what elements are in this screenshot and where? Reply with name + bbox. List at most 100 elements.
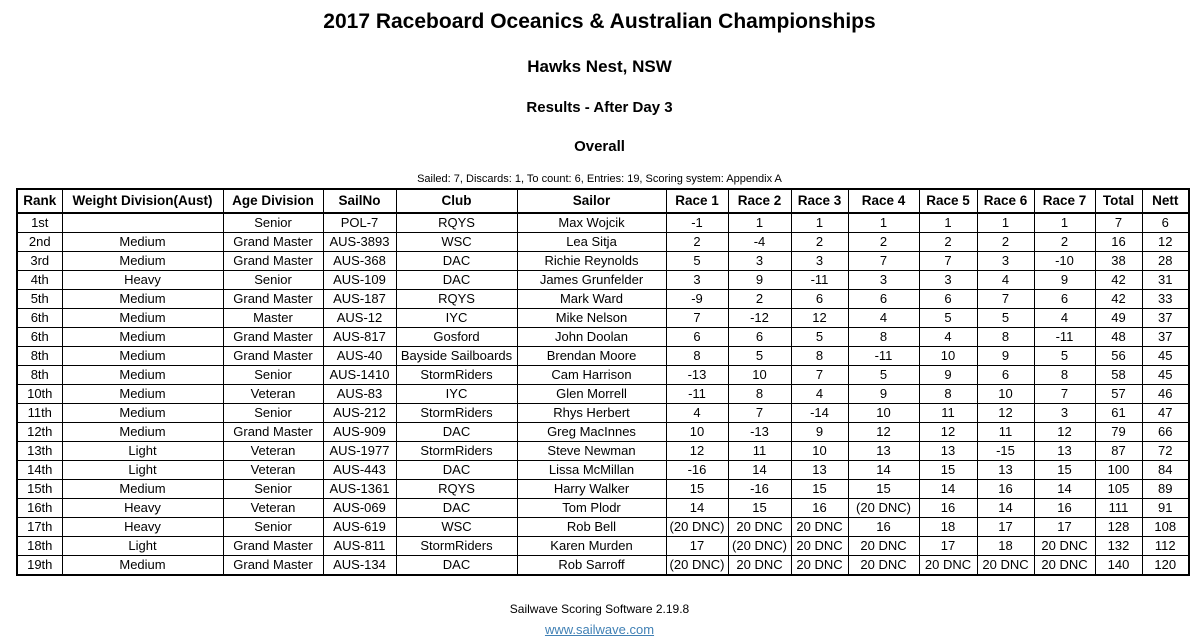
table-cell: 7: [1094, 212, 1143, 233]
sailwave-link[interactable]: www.sailwave.com: [544, 622, 655, 636]
table-cell: 6th: [16, 326, 63, 347]
table-cell: 120: [1141, 554, 1190, 576]
table-row: 6th Medium Master AUS-12 IYC Mike Nelson 7 -12 1…: [16, 307, 1190, 328]
table-cell: Grand Master: [222, 231, 324, 252]
table-cell: AUS-1410: [322, 364, 397, 385]
table-cell: 48: [1094, 326, 1143, 347]
table-cell: Medium: [61, 326, 224, 347]
table-cell: 14: [727, 459, 792, 480]
table-cell: 15: [918, 459, 978, 480]
table-cell: Greg MacInnes: [516, 421, 667, 442]
table-cell: 42: [1094, 269, 1143, 290]
table-cell: 4: [665, 402, 729, 423]
table-cell: 11th: [16, 402, 63, 423]
table-cell: 105: [1094, 478, 1143, 499]
table-cell: 17: [918, 535, 978, 556]
table-cell: 14: [976, 497, 1035, 518]
table-cell: Medium: [61, 345, 224, 366]
table-cell: 9: [790, 421, 849, 442]
table-cell: -9: [665, 288, 729, 309]
table-cell: 17: [976, 516, 1035, 537]
table-cell: 89: [1141, 478, 1190, 499]
table-cell: RQYS: [395, 288, 518, 309]
table-cell: 6: [918, 288, 978, 309]
table-cell: DAC: [395, 459, 518, 480]
table-cell: 15: [1033, 459, 1096, 480]
table-cell: 7: [790, 364, 849, 385]
column-header: Nett: [1141, 188, 1190, 214]
table-cell: (20 DNC): [847, 497, 920, 518]
page-footer: Sailwave Scoring Software 2.19.8 www.sai…: [0, 576, 1199, 636]
table-cell: 8th: [16, 345, 63, 366]
table-row: 19th Medium Grand Master AUS-134 DAC Rob Sarr…: [16, 554, 1190, 576]
table-cell: Medium: [61, 383, 224, 404]
table-cell: 8th: [16, 364, 63, 385]
table-cell: 5: [727, 345, 792, 366]
table-row: 5th Medium Grand Master AUS-187 RQYS Mark War…: [16, 288, 1190, 309]
table-cell: Medium: [61, 364, 224, 385]
event-location: Hawks Nest, NSW: [527, 57, 672, 77]
table-cell: James Grunfelder: [516, 269, 667, 290]
column-header: Total: [1094, 188, 1143, 214]
table-cell: Medium: [61, 231, 224, 252]
table-cell: 7: [727, 402, 792, 423]
table-cell: AUS-83: [322, 383, 397, 404]
table-cell: AUS-443: [322, 459, 397, 480]
table-row: 4th Heavy Senior AUS-109 DAC James Grunfelder…: [16, 269, 1190, 290]
table-header-row: Rank Weight Division(Aust) Age Division Sai…: [16, 188, 1190, 214]
table-cell: Senior: [222, 402, 324, 423]
table-cell: 20 DNC: [790, 554, 849, 576]
table-cell: Senior: [222, 478, 324, 499]
table-cell: 6: [727, 326, 792, 347]
table-cell: Heavy: [61, 497, 224, 518]
table-cell: 4: [918, 326, 978, 347]
table-cell: 8: [1033, 364, 1096, 385]
table-cell: -4: [727, 231, 792, 252]
table-cell: 47: [1141, 402, 1190, 423]
table-cell: 9: [1033, 269, 1096, 290]
table-cell: Lea Sitja: [516, 231, 667, 252]
table-cell: AUS-909: [322, 421, 397, 442]
table-row: 8th Medium Grand Master AUS-40 Bayside Sailb…: [16, 345, 1190, 366]
table-cell: 42: [1094, 288, 1143, 309]
table-cell: -10: [1033, 250, 1096, 271]
table-cell: Light: [61, 459, 224, 480]
table-cell: 140: [1094, 554, 1143, 576]
table-cell: Grand Master: [222, 421, 324, 442]
table-cell: 37: [1141, 307, 1190, 328]
table-cell: 1: [847, 212, 920, 233]
table-cell: Master: [222, 307, 324, 328]
table-cell: 16: [1033, 497, 1096, 518]
table-cell: Richie Reynolds: [516, 250, 667, 271]
table-cell: 3: [976, 250, 1035, 271]
table-cell: AUS-069: [322, 497, 397, 518]
table-cell: Senior: [222, 364, 324, 385]
table-cell: POL-7: [322, 212, 397, 233]
table-cell: 45: [1141, 345, 1190, 366]
column-header: Race 5: [918, 188, 978, 214]
table-cell: 18: [976, 535, 1035, 556]
table-cell: 11: [727, 440, 792, 461]
table-cell: 5: [665, 250, 729, 271]
table-row: 15th Medium Senior AUS-1361 RQYS Harry Walker…: [16, 478, 1190, 499]
table-cell: WSC: [395, 516, 518, 537]
table-cell: 14: [1033, 478, 1096, 499]
column-header: SailNo: [322, 188, 397, 214]
table-cell: 6: [847, 288, 920, 309]
table-cell: 58: [1094, 364, 1143, 385]
table-row: 1st Senior POL-7 RQYS Max Wojcik -1 1 1 1 1 1 1 7 6: [16, 212, 1190, 233]
table-cell: 128: [1094, 516, 1143, 537]
table-cell: AUS-109: [322, 269, 397, 290]
table-cell: -12: [727, 307, 792, 328]
table-row: 16th Heavy Veteran AUS-069 DAC Tom Plodr 14 15 1…: [16, 497, 1190, 518]
table-cell: 13: [976, 459, 1035, 480]
table-cell: 16th: [16, 497, 63, 518]
table-cell: 8: [790, 345, 849, 366]
column-header: Weight Division(Aust): [61, 188, 224, 214]
table-cell: Medium: [61, 288, 224, 309]
table-cell: 20 DNC: [790, 535, 849, 556]
table-cell: 11: [918, 402, 978, 423]
table-cell: 12th: [16, 421, 63, 442]
table-cell: 8: [976, 326, 1035, 347]
